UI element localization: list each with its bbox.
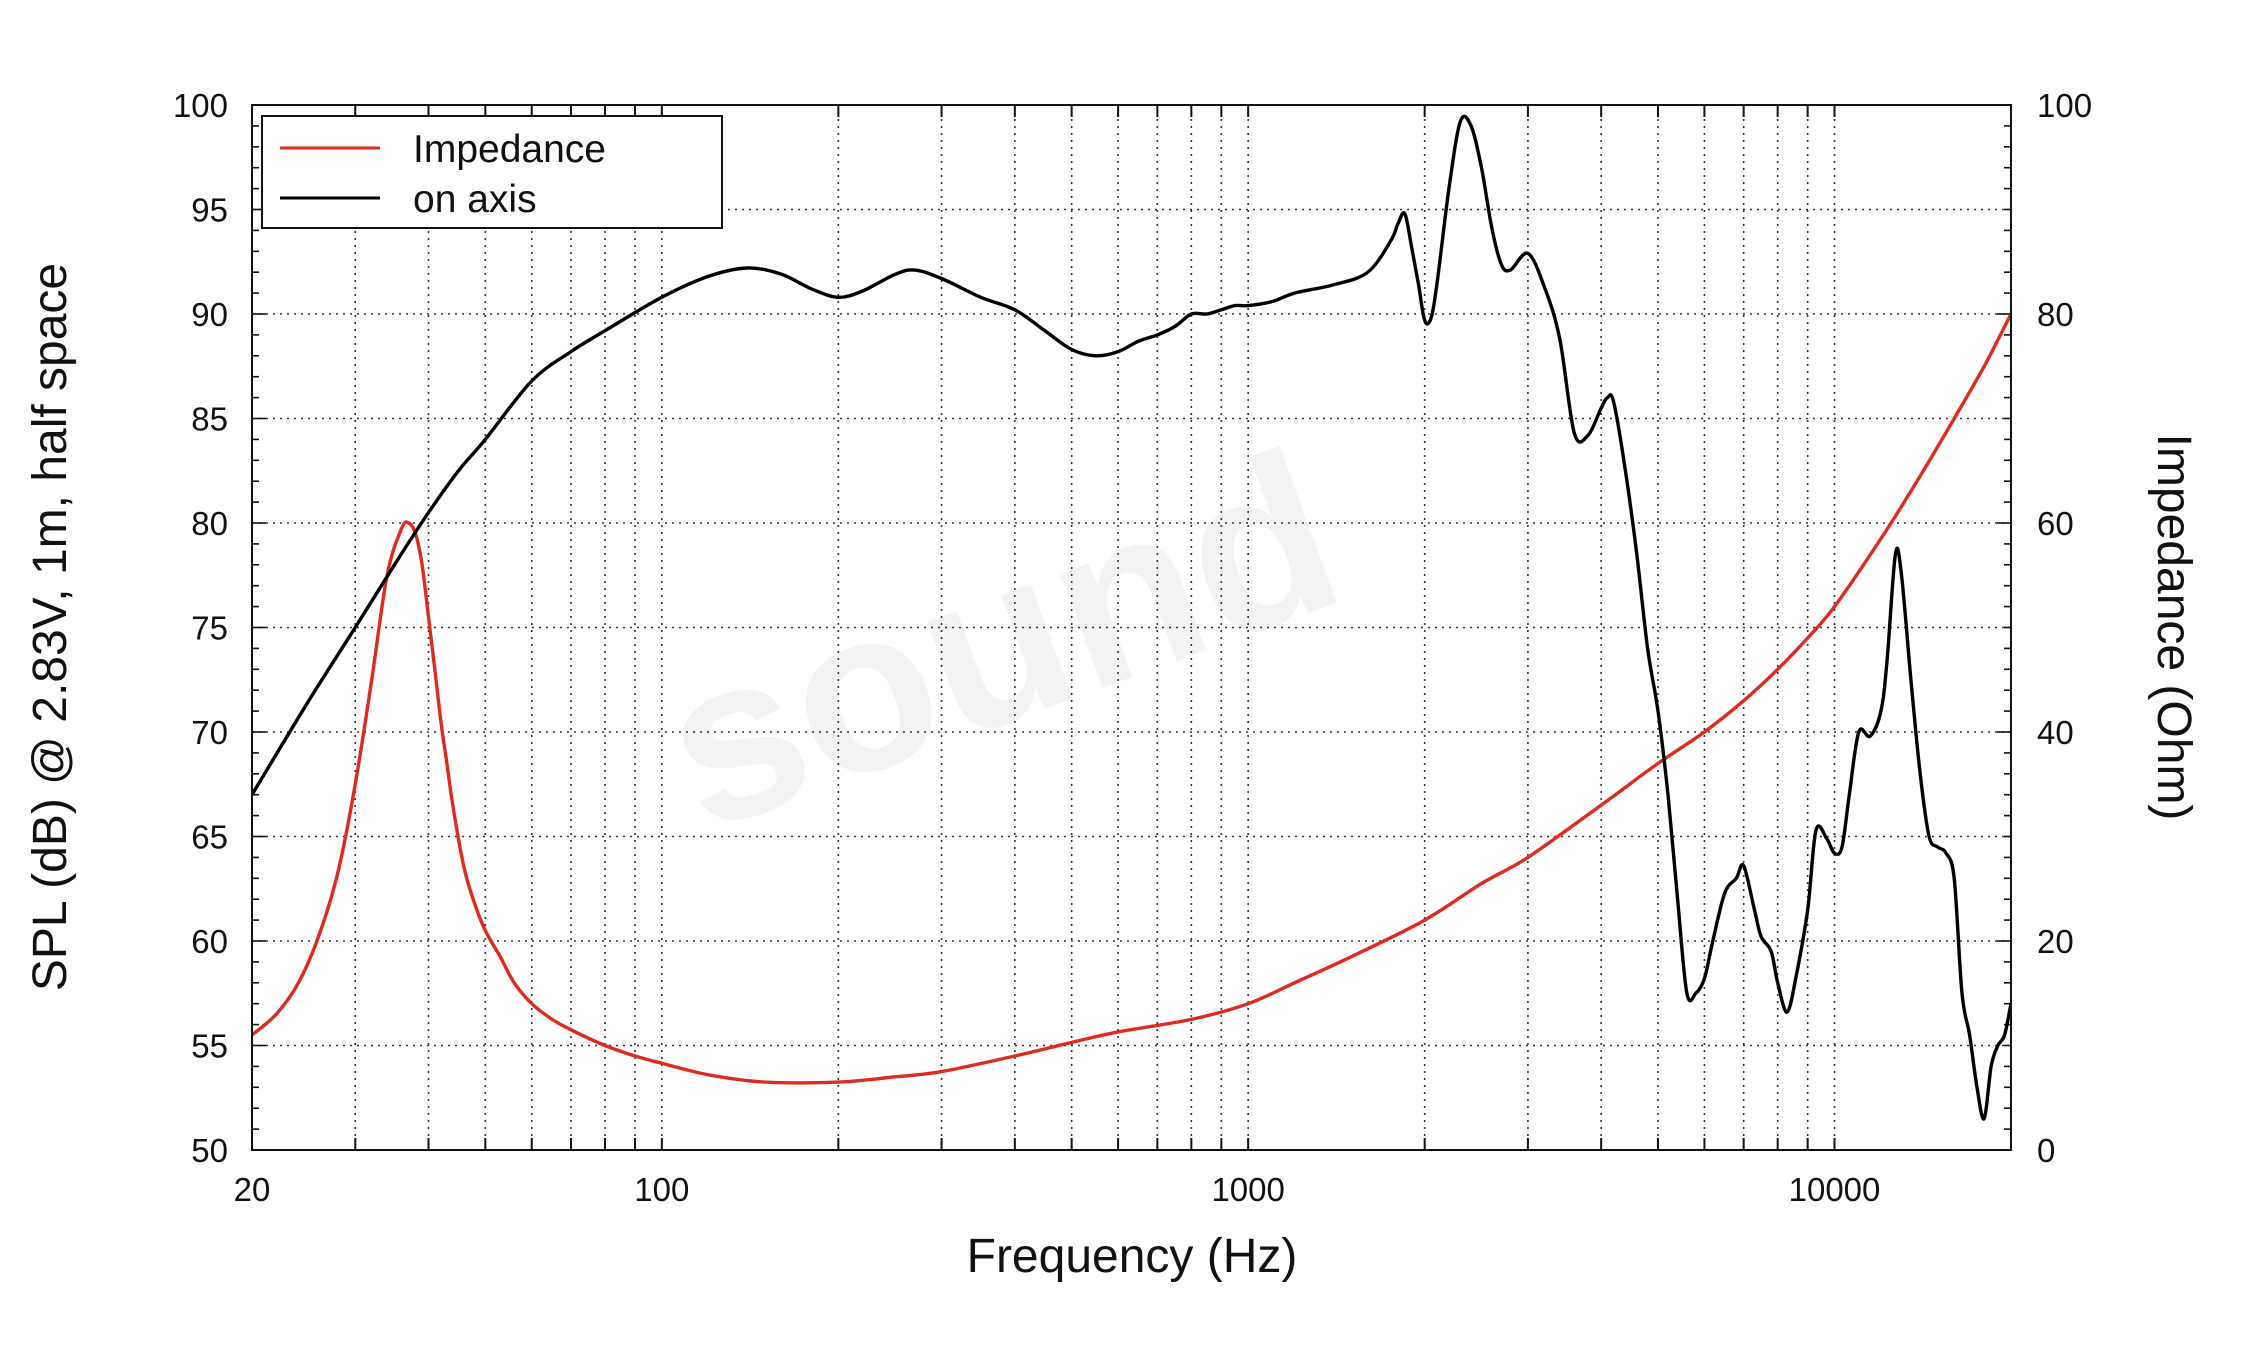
y2-tick-label: 0 (2037, 1132, 2055, 1169)
legend-label-on-axis: on axis (413, 178, 537, 221)
y2-tick-label: 20 (2037, 923, 2074, 960)
x-tick-label: 100 (634, 1171, 689, 1208)
left-y-tick-labels: 50 55 60 65 70 75 80 85 90 95 100 (173, 87, 228, 1169)
x-tick-label: 10000 (1789, 1171, 1881, 1208)
series-line-on-axis (252, 114, 2011, 1121)
y2-tick-label: 40 (2037, 714, 2074, 751)
x-axis-title: Frequency (Hz) (967, 1230, 1298, 1283)
left-y-axis-title: SPL (dB) @ 2.83V, 1m, half space (24, 263, 77, 991)
x-tick-labels: 20 100 1000 10000 (234, 1171, 1881, 1208)
y-tick-label: 90 (191, 296, 228, 333)
y-tick-label: 80 (191, 505, 228, 542)
y-tick-label: 60 (191, 923, 228, 960)
right-y-tick-labels: 0 20 40 60 80 100 (2037, 87, 2092, 1169)
y-tick-label: 85 (191, 401, 228, 438)
series-line-impedance (252, 312, 2011, 1085)
legend-label-impedance: Impedance (413, 128, 606, 171)
series-layer (252, 114, 2011, 1121)
y-tick-label: 100 (173, 87, 228, 124)
x-tick-label: 1000 (1211, 1171, 1284, 1208)
y2-tick-label: 60 (2037, 505, 2074, 542)
y2-tick-label: 100 (2037, 87, 2092, 124)
legend: Impedance on axis (261, 115, 723, 229)
y-tick-label: 70 (191, 714, 228, 751)
y-tick-label: 95 (191, 192, 228, 229)
y-tick-label: 55 (191, 1028, 228, 1065)
legend-box (261, 115, 723, 229)
y-tick-label: 75 (191, 610, 228, 647)
y-tick-label: 65 (191, 819, 228, 856)
y-tick-label: 50 (191, 1132, 228, 1169)
right-y-axis-title: Impedance (Ohm) (2147, 434, 2200, 821)
plot-frame (251, 104, 2012, 1151)
watermark-logo: sound (632, 402, 1368, 879)
y2-tick-label: 80 (2037, 296, 2074, 333)
x-tick-label: 20 (234, 1171, 271, 1208)
